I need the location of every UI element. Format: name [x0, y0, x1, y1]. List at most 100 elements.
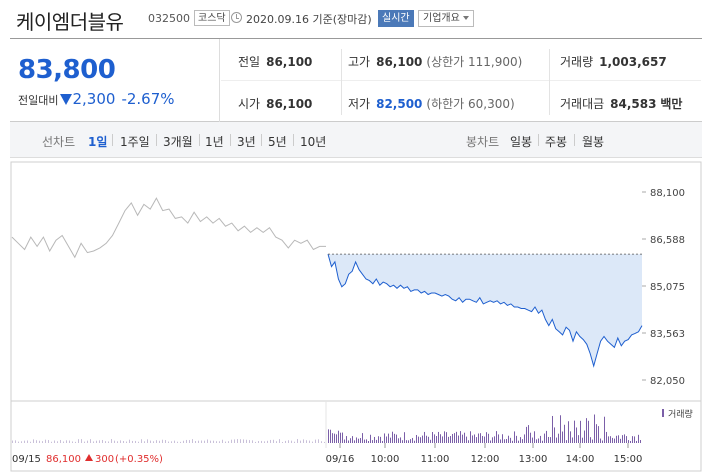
- volume-bar: [610, 436, 611, 443]
- volume-legend: 거래량: [662, 408, 693, 420]
- volume-bar: [418, 436, 419, 443]
- volume-bar: [464, 432, 465, 443]
- up-triangle-icon: [85, 454, 93, 461]
- volume-bar: [554, 427, 555, 443]
- volume-bar: [408, 440, 409, 443]
- volume-bar: [81, 439, 82, 443]
- volume-bar: [460, 431, 461, 443]
- volume-bar: [594, 414, 595, 443]
- open-label: 시가: [238, 97, 261, 111]
- prev-close: 전일 86,100: [238, 53, 312, 70]
- volume-bar: [153, 441, 154, 443]
- tab-1week[interactable]: 1주일: [120, 135, 150, 149]
- tab-daily-candle[interactable]: 일봉: [510, 135, 533, 149]
- volume-bar: [332, 433, 333, 443]
- volume-bar: [360, 438, 361, 443]
- y-tick-label: 86,588: [650, 235, 685, 246]
- volume-bar: [440, 434, 441, 443]
- company-info-dropdown[interactable]: 기업개요: [418, 10, 474, 27]
- tab-divider: [261, 134, 262, 146]
- volume-bar: [376, 439, 377, 443]
- stock-code: 032500: [148, 12, 190, 25]
- volume-bar: [556, 437, 557, 443]
- chart-period-tabs: 선차트 1일 1주일 3개월 1년 3년 5년 10년 봉차트 일봉 주봉 월봉: [10, 122, 702, 158]
- tab-3month[interactable]: 3개월: [163, 135, 193, 149]
- today-price-line: [327, 253, 643, 368]
- volume-bar: [219, 441, 220, 443]
- prev-day-line: [11, 197, 326, 259]
- volume-bar: [374, 436, 375, 443]
- tab-1day[interactable]: 1일: [88, 135, 108, 149]
- volume-bar: [512, 440, 513, 443]
- tab-5year[interactable]: 5년: [268, 135, 287, 149]
- volume-bar: [362, 433, 363, 443]
- volume-bar: [174, 440, 175, 443]
- current-price-box: 83,800 전일대비 2,300 -2.67%: [10, 39, 220, 122]
- volume-bar: [558, 433, 559, 443]
- volume-bar: [30, 441, 31, 443]
- prev-close-label: 전일: [238, 55, 261, 69]
- volume-bar: [632, 436, 633, 443]
- volume-bar: [630, 440, 631, 443]
- volume-bar: [524, 434, 525, 443]
- stock-header: 케이엠더블유 032500 코스닥 2020.09.16 기준(장마감) 실시간…: [0, 0, 702, 38]
- volume-bar: [486, 432, 487, 443]
- volume-bar: [330, 429, 331, 443]
- volume-bar: [552, 415, 553, 443]
- volume-bar: [528, 425, 529, 443]
- volume-bar: [183, 440, 184, 443]
- upper-limit: (상한가 111,900): [426, 55, 523, 69]
- volume-bar: [392, 431, 393, 443]
- volume-bar: [380, 436, 381, 443]
- volume-bar: [204, 440, 205, 443]
- low-value: 82,500: [376, 97, 423, 111]
- volume-bar: [468, 440, 469, 443]
- volume-bar: [338, 430, 339, 443]
- volume-bar: [532, 437, 533, 443]
- candle-chart-label: 봉차트: [466, 135, 500, 149]
- volume-bar: [510, 437, 511, 443]
- volume-bar: [252, 440, 253, 443]
- volume-bar: [27, 440, 28, 443]
- volume-bar: [612, 437, 613, 443]
- volume-bar: [24, 440, 25, 443]
- realtime-button[interactable]: 실시간: [378, 10, 414, 27]
- volume-value: 1,003,657: [599, 55, 667, 69]
- volume-bar: [336, 434, 337, 443]
- volume-bar: [372, 440, 373, 443]
- volume-bar: [222, 439, 223, 443]
- volume-bar: [51, 441, 52, 443]
- volume-bar: [626, 436, 627, 443]
- tab-divider: [293, 134, 294, 146]
- tab-10year[interactable]: 10년: [300, 135, 327, 149]
- down-triangle-icon: [60, 94, 73, 105]
- volume-bar: [410, 439, 411, 443]
- today-price-area: [328, 254, 642, 366]
- lower-limit: (하한가 60,300): [426, 97, 515, 111]
- volume-bar: [358, 438, 359, 443]
- volume-bar: [636, 440, 637, 443]
- volume-bar: [502, 434, 503, 443]
- volume-bar: [334, 433, 335, 443]
- volume-bar: [234, 439, 235, 443]
- tab-3year[interactable]: 3년: [237, 135, 256, 149]
- volume-bar: [21, 441, 22, 443]
- volume-bar: [126, 441, 127, 443]
- tab-divider: [156, 134, 157, 146]
- tab-monthly-candle[interactable]: 월봉: [582, 135, 605, 149]
- volume-bar: [476, 437, 477, 443]
- volume-bar: [580, 420, 581, 443]
- volume-bar: [198, 440, 199, 443]
- volume-bar: [394, 433, 395, 443]
- volume-bar: [474, 434, 475, 443]
- volume-bar: [132, 440, 133, 443]
- column-divider: [341, 49, 342, 115]
- volume-bar: [225, 441, 226, 443]
- volume-bar: [452, 433, 453, 443]
- volume-bar: [548, 436, 549, 443]
- volume-bar: [488, 433, 489, 443]
- volume-bar: [36, 440, 37, 443]
- volume-bar: [297, 439, 298, 443]
- tab-1year[interactable]: 1년: [205, 135, 224, 149]
- tab-weekly-candle[interactable]: 주봉: [545, 135, 568, 149]
